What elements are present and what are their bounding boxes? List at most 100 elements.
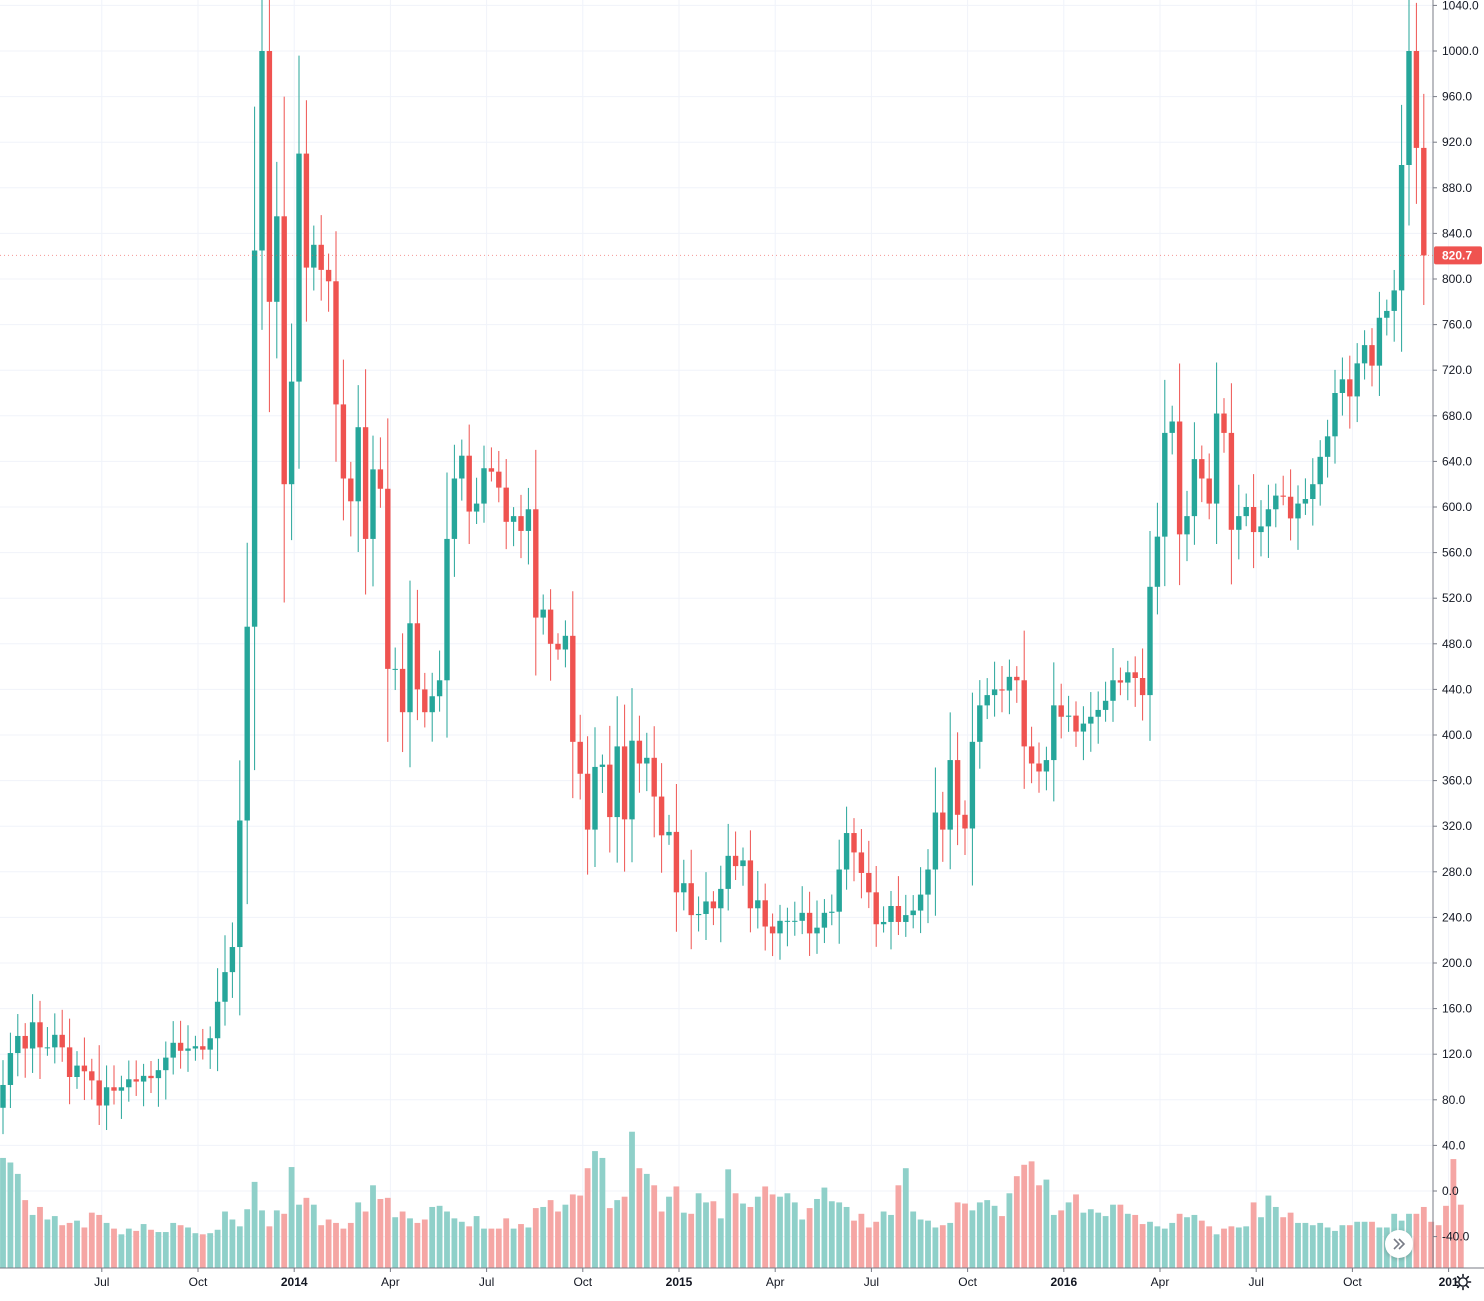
volume-bar [1095,1212,1102,1268]
volume-bar [66,1222,73,1268]
candle-body [1406,51,1412,165]
candle-body [1147,586,1153,696]
volume-bar [7,1162,14,1268]
volume-bar [1324,1227,1331,1268]
volume-bar [1361,1221,1368,1268]
candle-body [1398,165,1405,291]
volume-bar [155,1232,162,1268]
candle-body [222,972,228,1002]
x-tick-label: Oct [958,1275,977,1289]
candle-body [170,1042,176,1058]
volume-bar [1124,1213,1131,1268]
candle-body [1065,715,1072,717]
candle-body [1265,509,1272,527]
candle-body [703,901,709,914]
volume-bar [814,1198,820,1268]
volume-bar [29,1214,36,1268]
last-price-label: 820.7 [1442,248,1472,262]
chart-settings-button[interactable] [1452,1271,1474,1293]
volume-bar [747,1206,754,1268]
candle-body [66,1047,73,1077]
volume-bar [1117,1204,1124,1268]
volume-bar [140,1224,147,1268]
candle-body [1154,536,1161,587]
candle-body [1043,760,1050,772]
candle-body [1051,705,1057,761]
candle-body [555,643,561,650]
volume-bar [1050,1214,1057,1268]
volume-bar [1250,1202,1257,1268]
volume-bar [629,1131,635,1268]
volume-bar [1176,1213,1183,1268]
volume-bar [643,1173,650,1268]
volume-bar [1258,1217,1264,1268]
candle-body [1236,516,1242,530]
candle-body [688,883,694,916]
candle-body [784,920,791,922]
y-tick-label: 720.0 [1442,363,1472,377]
candle-body [44,1047,51,1049]
candle-body [488,468,495,472]
volume-bar [843,1206,850,1268]
candle-body [880,921,887,925]
volume-bar [725,1169,732,1268]
candle-body [74,1065,80,1077]
candle-body [126,1079,132,1088]
volume-bar [377,1198,384,1268]
volume-bar [207,1233,214,1268]
volume-bar [148,1229,154,1268]
candle-body [288,381,295,485]
candle-body [266,51,273,302]
candle-body [444,538,450,681]
volume-bar [1287,1212,1294,1268]
candle-body [29,1022,36,1049]
x-tick-label: Jul [94,1275,109,1289]
volume-bar [1420,1206,1427,1268]
candle-body [81,1065,88,1072]
volume-bar [1191,1214,1198,1268]
candle-body [570,635,576,742]
volume-bar [318,1225,325,1268]
candle-body [829,911,835,913]
candle-body [1287,496,1294,519]
volume-bar [118,1234,125,1268]
candle-body [481,468,487,504]
volume-bar [362,1211,369,1268]
candle-body [1361,345,1368,364]
x-tick-label: Apr [381,1275,400,1289]
candle-body [422,689,428,713]
scroll-to-realtime-button[interactable] [1385,1230,1413,1258]
candle-body [903,915,909,922]
volume-bar [584,1168,591,1268]
candle-body [1354,363,1360,397]
candle-body [1073,715,1079,732]
volume-bar [1087,1209,1094,1268]
volume-bar [44,1219,51,1268]
candle-body [1162,432,1168,537]
volume-bar [1228,1226,1235,1268]
candle-body [1421,147,1427,256]
candle-body [1339,379,1346,393]
volume-bar [1413,1213,1420,1268]
volume-bar [1295,1222,1301,1268]
volume-bar [37,1206,43,1268]
volume-bar [666,1196,672,1268]
y-tick-label: 800.0 [1442,272,1472,286]
candle-body [325,269,332,282]
volume-bar [384,1197,391,1268]
gear-icon [1454,1273,1472,1291]
volume-bar [532,1208,539,1268]
candle-body [1110,680,1116,701]
volume-bar [902,1168,909,1268]
candle-body [592,766,598,830]
volume-bar [444,1211,450,1268]
volume-bar [259,1210,265,1268]
volume-bar [236,1226,243,1268]
candle-body [59,1034,65,1048]
candle-body [214,1001,221,1039]
volume-bar [1206,1226,1213,1268]
y-tick-label: 40.0 [1442,1138,1466,1152]
y-tick-label: 600.0 [1442,500,1472,514]
